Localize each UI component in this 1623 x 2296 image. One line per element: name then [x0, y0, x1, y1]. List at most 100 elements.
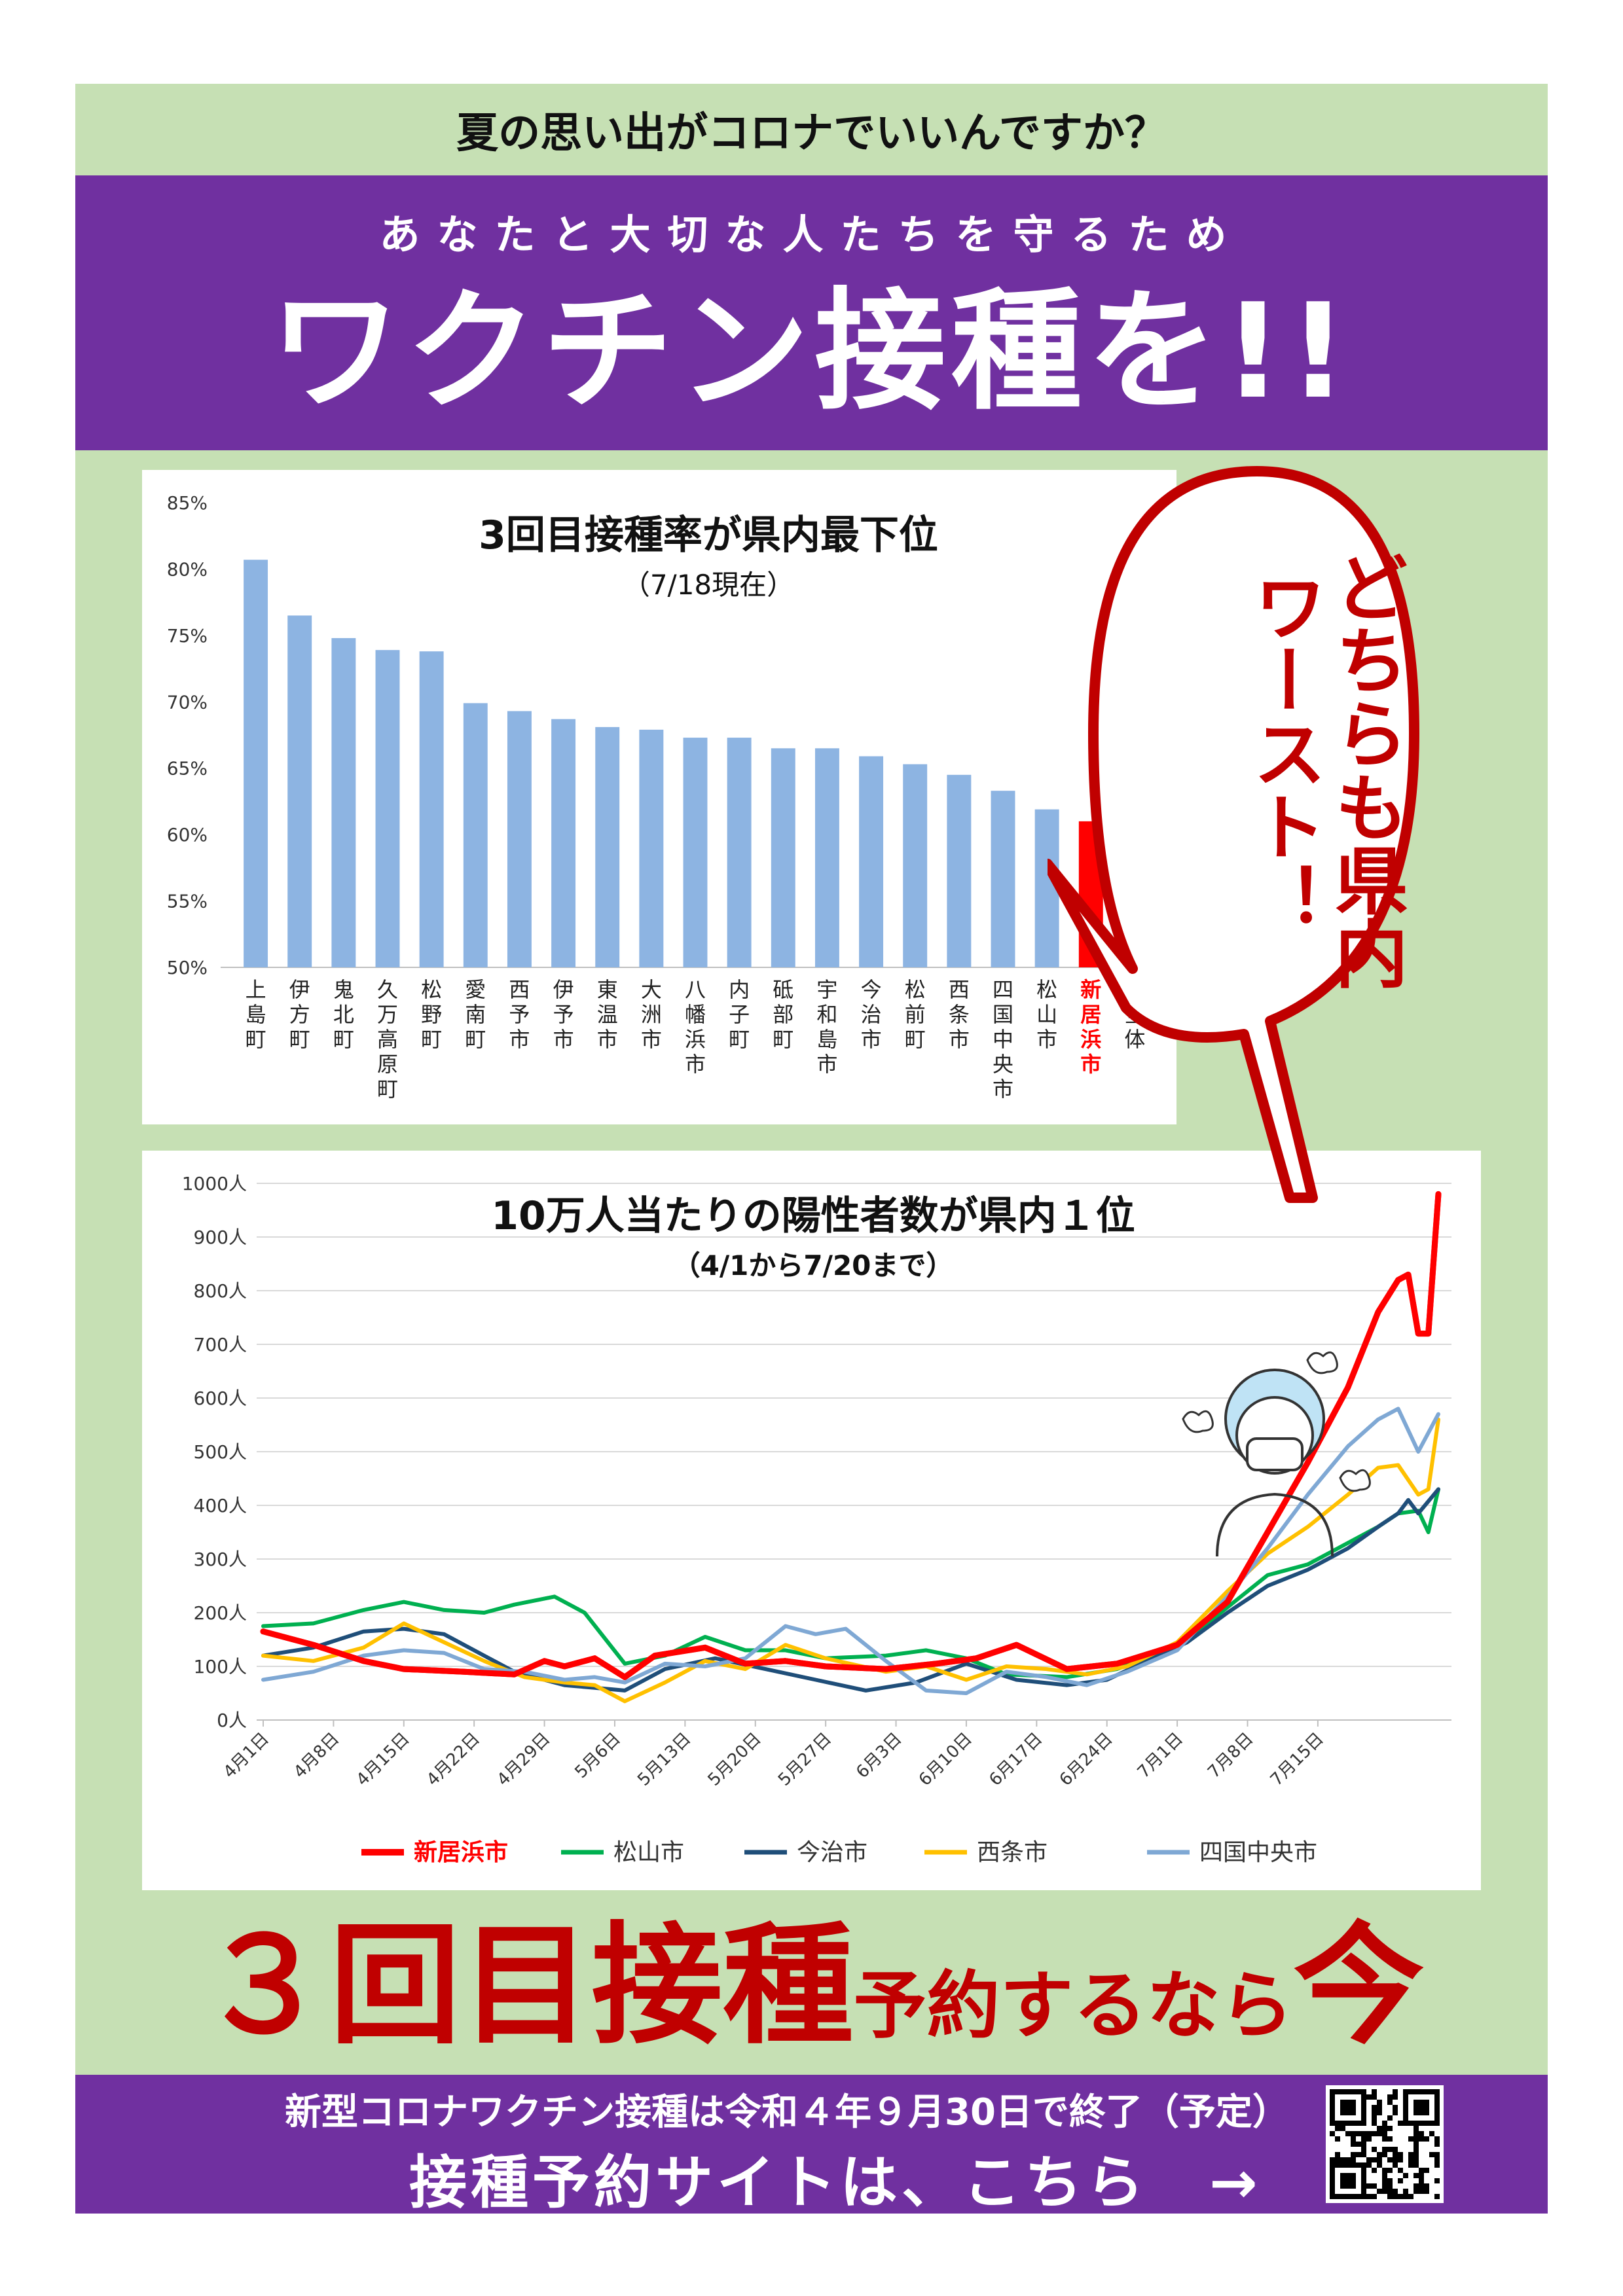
qr-module: [1345, 2131, 1351, 2136]
qr-module: [1387, 2189, 1393, 2194]
qr-module: [1372, 2121, 1377, 2126]
qr-module: [1419, 2173, 1424, 2178]
bar-13: [814, 748, 839, 967]
category-label: 愛南町: [465, 977, 486, 1052]
qr-module: [1387, 2194, 1393, 2199]
qr-module: [1382, 2189, 1387, 2194]
bar-7: [551, 719, 576, 967]
line-chart: 0人 100人 200人 300人 400人 500人 600人 700人 800人 900人 10…: [182, 1173, 1451, 1866]
qr-module: [1330, 2131, 1335, 2136]
qr-module: [1382, 2147, 1387, 2152]
qr-module: [1403, 2173, 1408, 2178]
qr-module: [1434, 2136, 1440, 2142]
legend-label-1: 松山市: [613, 1839, 684, 1866]
category-label: 松山市: [1036, 977, 1057, 1052]
person-illustration-icon: [1182, 1351, 1371, 1557]
y-tick-label: 85%: [167, 492, 208, 514]
bar-chart-title: 3回目接種率が県内最下位: [479, 512, 938, 558]
qr-module: [1366, 2136, 1372, 2142]
qr-module: [1419, 2131, 1424, 2136]
y-tick-label: 80%: [167, 558, 208, 580]
category-label: 伊予市: [553, 977, 574, 1052]
y-tick-label: 65%: [167, 758, 208, 780]
footer-notice: 新型コロナワクチン接種は令和４年９月30日で終了（予定）: [285, 2091, 1289, 2134]
qr-module: [1377, 2105, 1382, 2110]
qr-module: [1382, 2126, 1387, 2131]
qr-module: [1413, 2142, 1419, 2147]
qr-module: [1361, 2131, 1366, 2136]
qr-module: [1408, 2194, 1413, 2199]
series-line-highlight: [260, 1191, 1442, 1680]
qr-module: [1356, 2142, 1361, 2147]
bubble-line2: ワースト！: [1241, 569, 1326, 936]
qr-module: [1351, 2142, 1356, 2147]
category-label: 四国中央市: [993, 977, 1013, 1102]
qr-module: [1366, 2157, 1372, 2162]
body: [1216, 1492, 1334, 1557]
qr-module: [1361, 2142, 1366, 2147]
qr-module: [1361, 2147, 1366, 2152]
booking-link[interactable]: 接種予約サイトは、こちら →: [409, 2149, 1262, 2216]
qr-module: [1413, 2152, 1419, 2157]
category-label: 今治市: [861, 977, 882, 1052]
qr-module: [1372, 2168, 1377, 2173]
x-tick-label: 7月1日: [1134, 1729, 1187, 1782]
qr-module: [1434, 2162, 1440, 2168]
x-tick-label: 4月15日: [353, 1729, 414, 1790]
qr-module: [1382, 2183, 1387, 2189]
bar-15: [903, 764, 928, 967]
qr-module: [1393, 2162, 1398, 2168]
qr-module: [1413, 2173, 1419, 2178]
legend-label-4: 四国中央市: [1199, 1839, 1317, 1866]
qr-module: [1387, 2168, 1393, 2173]
qr-module: [1434, 2142, 1440, 2147]
bar-14: [859, 756, 884, 967]
qr-module: [1351, 2136, 1356, 2142]
qr-module: [1393, 2094, 1398, 2100]
qr-module: [1434, 2178, 1440, 2183]
category-label: 八幡浜市: [685, 977, 706, 1077]
category-label: 内子町: [729, 977, 750, 1052]
qr-module: [1377, 2131, 1382, 2136]
x-tick-label: 5月13日: [634, 1729, 695, 1790]
qr-module: [1377, 2100, 1382, 2105]
category-label: 久万高原町: [377, 977, 398, 1102]
speech-bubble-shape: [1042, 466, 1419, 1203]
qr-module: [1398, 2194, 1403, 2199]
cta-part2: 予約するなら: [853, 1964, 1294, 2049]
qr-module: [1372, 2089, 1377, 2094]
bar-chart: 50% 55% 60% 65% 70% 75% 80% 85% 上島町 伊方町 鬼北町 久万高原町 松野…: [167, 492, 1163, 1102]
qr-module: [1387, 2183, 1393, 2189]
qr-finder-core: [1340, 2100, 1356, 2115]
bar-chart-subtitle: （7/18現在）: [623, 569, 794, 601]
qr-module: [1377, 2157, 1382, 2162]
qr-module: [1361, 2152, 1366, 2157]
x-tick-label: 6月24日: [1056, 1729, 1117, 1790]
qr-code-icon[interactable]: [1326, 2085, 1444, 2203]
bar-8: [595, 726, 620, 967]
qr-module: [1377, 2162, 1382, 2168]
cta-part3: 今: [1293, 1910, 1425, 2062]
category-label: 松前町: [905, 977, 926, 1052]
series-line-4: [261, 1407, 1440, 1695]
category-label: 大洲市: [641, 977, 662, 1052]
qr-module: [1393, 2105, 1398, 2110]
qr-module: [1408, 2136, 1413, 2142]
bar-11: [727, 738, 752, 967]
x-tick-label: 5月20日: [704, 1729, 765, 1790]
qr-module: [1351, 2152, 1356, 2157]
y-tick-label: 60%: [167, 824, 208, 846]
x-tick-label: 5月6日: [572, 1729, 625, 1782]
bar-17: [991, 791, 1015, 967]
qr-module: [1387, 2147, 1393, 2152]
qr-module: [1413, 2131, 1419, 2136]
qr-module: [1345, 2157, 1351, 2162]
qr-module: [1356, 2131, 1361, 2136]
qr-module: [1419, 2183, 1424, 2189]
qr-module: [1408, 2152, 1413, 2157]
category-label: 新居浜市: [1080, 977, 1101, 1077]
qr-module: [1424, 2189, 1429, 2194]
sweat-cloud: [1306, 1351, 1338, 1374]
qr-module: [1429, 2152, 1434, 2157]
x-tick-label: 5月27日: [775, 1729, 835, 1790]
